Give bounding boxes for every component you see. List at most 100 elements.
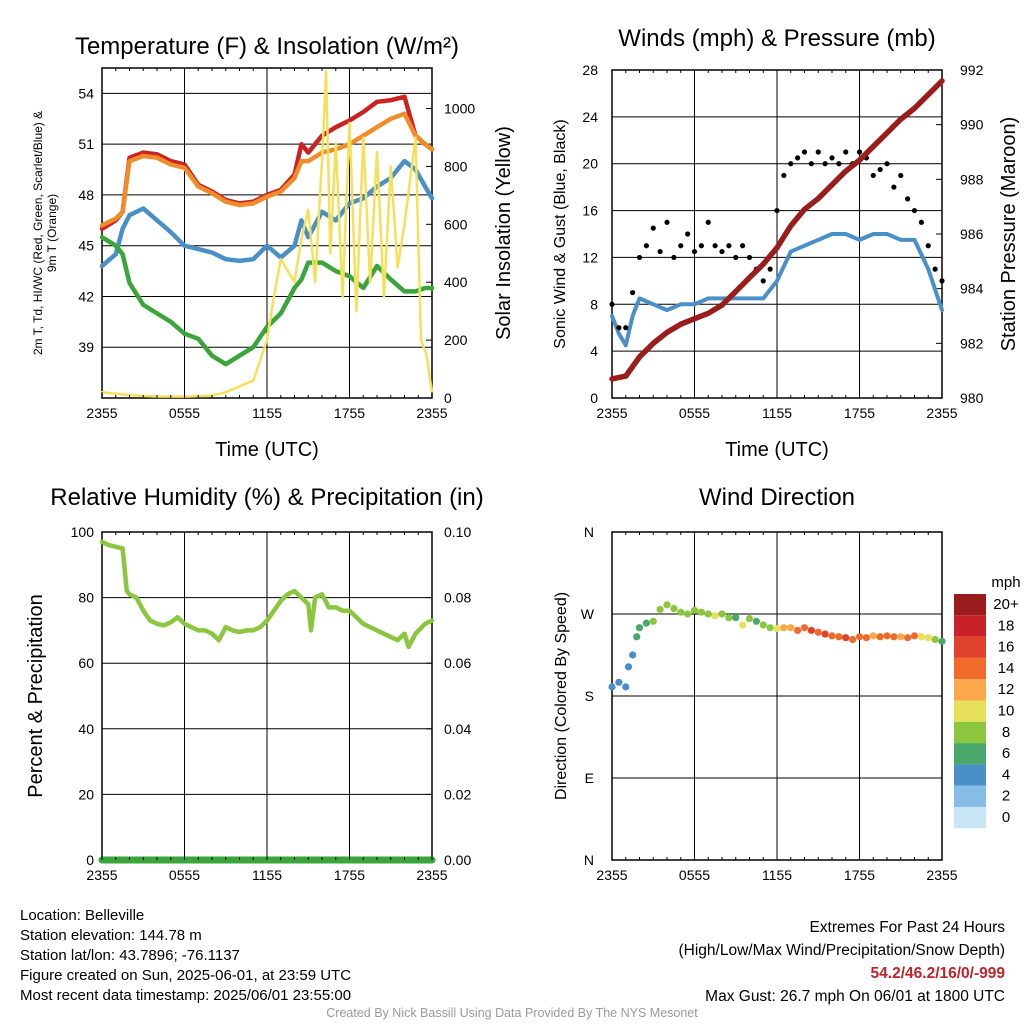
y-tick-label-left: 28 bbox=[582, 62, 598, 78]
gust-point bbox=[898, 172, 904, 179]
direction-point bbox=[622, 683, 630, 691]
gust-point bbox=[657, 248, 663, 255]
direction-point bbox=[849, 635, 857, 644]
direction-point bbox=[855, 633, 864, 641]
x-axis-label: Time (UTC) bbox=[725, 439, 829, 461]
x-tick-label: 2355 bbox=[926, 867, 957, 883]
direction-point bbox=[615, 678, 623, 686]
direction-point bbox=[690, 606, 699, 614]
x-axis-label: Time (UTC) bbox=[215, 439, 319, 461]
gust-point bbox=[664, 219, 670, 225]
y-tick-label-right: 0.00 bbox=[444, 852, 471, 868]
y-tick-label-left: 54 bbox=[78, 85, 94, 101]
gust-point bbox=[650, 225, 656, 231]
gust-point bbox=[630, 289, 636, 296]
x-tick-label: 2355 bbox=[416, 867, 447, 883]
legend-label: 8 bbox=[1002, 724, 1010, 741]
legend-swatch bbox=[954, 807, 986, 829]
series-line bbox=[99, 111, 435, 228]
x-tick-label: 2355 bbox=[596, 405, 627, 421]
direction-point bbox=[773, 624, 781, 633]
legend-swatch bbox=[954, 657, 986, 680]
gust-point bbox=[643, 243, 649, 249]
direction-point bbox=[766, 624, 774, 632]
extremes-title: Extremes For Past 24 Hours bbox=[809, 919, 1005, 936]
station-location: Location: Belleville bbox=[20, 907, 145, 924]
y-tick-label-left: 48 bbox=[78, 187, 94, 203]
gust-point bbox=[918, 219, 924, 225]
legend-swatch bbox=[954, 785, 986, 807]
gust-point bbox=[712, 243, 718, 249]
x-tick-label: 1755 bbox=[334, 405, 365, 421]
direction-point bbox=[704, 610, 712, 618]
legend-label: 14 bbox=[998, 660, 1015, 677]
y-axis-label-left: Percent & Precipitation bbox=[25, 594, 47, 797]
y-tick-label-left: 0 bbox=[590, 390, 598, 406]
direction-point bbox=[800, 624, 809, 632]
station-info: Location: Belleville Station elevation: … bbox=[20, 906, 351, 1006]
gust-point bbox=[815, 149, 821, 155]
chart-title: Temperature (F) & Insolation (W/m²) bbox=[75, 33, 459, 60]
y-tick-label: E bbox=[585, 770, 594, 786]
y-tick-label: S bbox=[585, 688, 594, 704]
x-tick-label: 1155 bbox=[252, 867, 282, 883]
direction-point bbox=[624, 663, 633, 671]
y-tick-label-right: 986 bbox=[960, 226, 984, 242]
y-tick-label-left: 42 bbox=[78, 288, 94, 304]
y-tick-label-right: 800 bbox=[444, 158, 468, 174]
gust-point bbox=[829, 155, 835, 161]
x-tick-label: 0555 bbox=[679, 405, 710, 421]
legend-label: 6 bbox=[1002, 745, 1010, 762]
station-latlon: Station lat/lon: 43.7896; -76.1137 bbox=[20, 947, 240, 964]
gust-point bbox=[891, 184, 897, 190]
y-tick-label-left: 8 bbox=[590, 296, 598, 312]
extremes-box: Extremes For Past 24 Hours (High/Low/Max… bbox=[679, 916, 1006, 1008]
gust-point bbox=[678, 243, 684, 249]
direction-point bbox=[697, 608, 705, 616]
direction-point bbox=[629, 651, 637, 659]
direction-point bbox=[938, 637, 946, 645]
direction-point bbox=[883, 632, 891, 640]
direction-point bbox=[725, 614, 733, 622]
y-axis-label-left: 2m T, Td, HI/WC (Red, Green, Scarlet/Blu… bbox=[31, 111, 45, 355]
legend-label: 4 bbox=[1002, 766, 1010, 783]
direction-point bbox=[635, 624, 644, 632]
extremes-subtitle: (High/Low/Max Wind/Precipitation/Snow De… bbox=[678, 942, 1006, 959]
y-tick-label-left: 4 bbox=[590, 343, 598, 359]
legend-swatch bbox=[954, 615, 986, 637]
gust-point bbox=[939, 278, 945, 284]
y-tick-label-left: 20 bbox=[78, 786, 94, 802]
gust-point bbox=[691, 248, 698, 255]
direction-point bbox=[842, 634, 850, 642]
direction-point bbox=[745, 614, 754, 623]
direction-point bbox=[931, 635, 939, 644]
series-line bbox=[100, 69, 434, 398]
y-tick-label-right: 992 bbox=[960, 62, 984, 78]
direction-point bbox=[780, 624, 788, 632]
legend-label: 10 bbox=[998, 703, 1015, 720]
x-tick-label: 1155 bbox=[762, 867, 792, 883]
legend-swatch bbox=[954, 594, 986, 616]
y-tick-label-left: 80 bbox=[78, 590, 94, 606]
gust-point bbox=[795, 155, 801, 161]
y-axis-label-left: Sonic Wind & Gust (Blue, Black) bbox=[552, 119, 569, 348]
gust-point bbox=[719, 248, 725, 255]
direction-point bbox=[718, 610, 726, 618]
y-tick-label-left: 16 bbox=[582, 203, 598, 219]
x-tick-label: 0555 bbox=[169, 405, 200, 421]
direction-point bbox=[670, 604, 678, 613]
max-gust: Max Gust: 26.7 mph On 06/01 at 1800 UTC bbox=[705, 988, 1005, 1005]
x-tick-label: 2355 bbox=[86, 867, 117, 883]
gust-point bbox=[932, 266, 938, 272]
direction-point bbox=[835, 633, 843, 641]
direction-point bbox=[910, 632, 919, 640]
gust-point bbox=[671, 254, 677, 261]
gust-point bbox=[836, 161, 842, 167]
direction-point bbox=[656, 605, 664, 614]
legend-swatch bbox=[954, 679, 986, 701]
direction-point bbox=[642, 619, 650, 627]
gust-point bbox=[781, 172, 787, 179]
gust-point bbox=[822, 161, 828, 167]
y-tick-label-right: 982 bbox=[960, 335, 984, 351]
